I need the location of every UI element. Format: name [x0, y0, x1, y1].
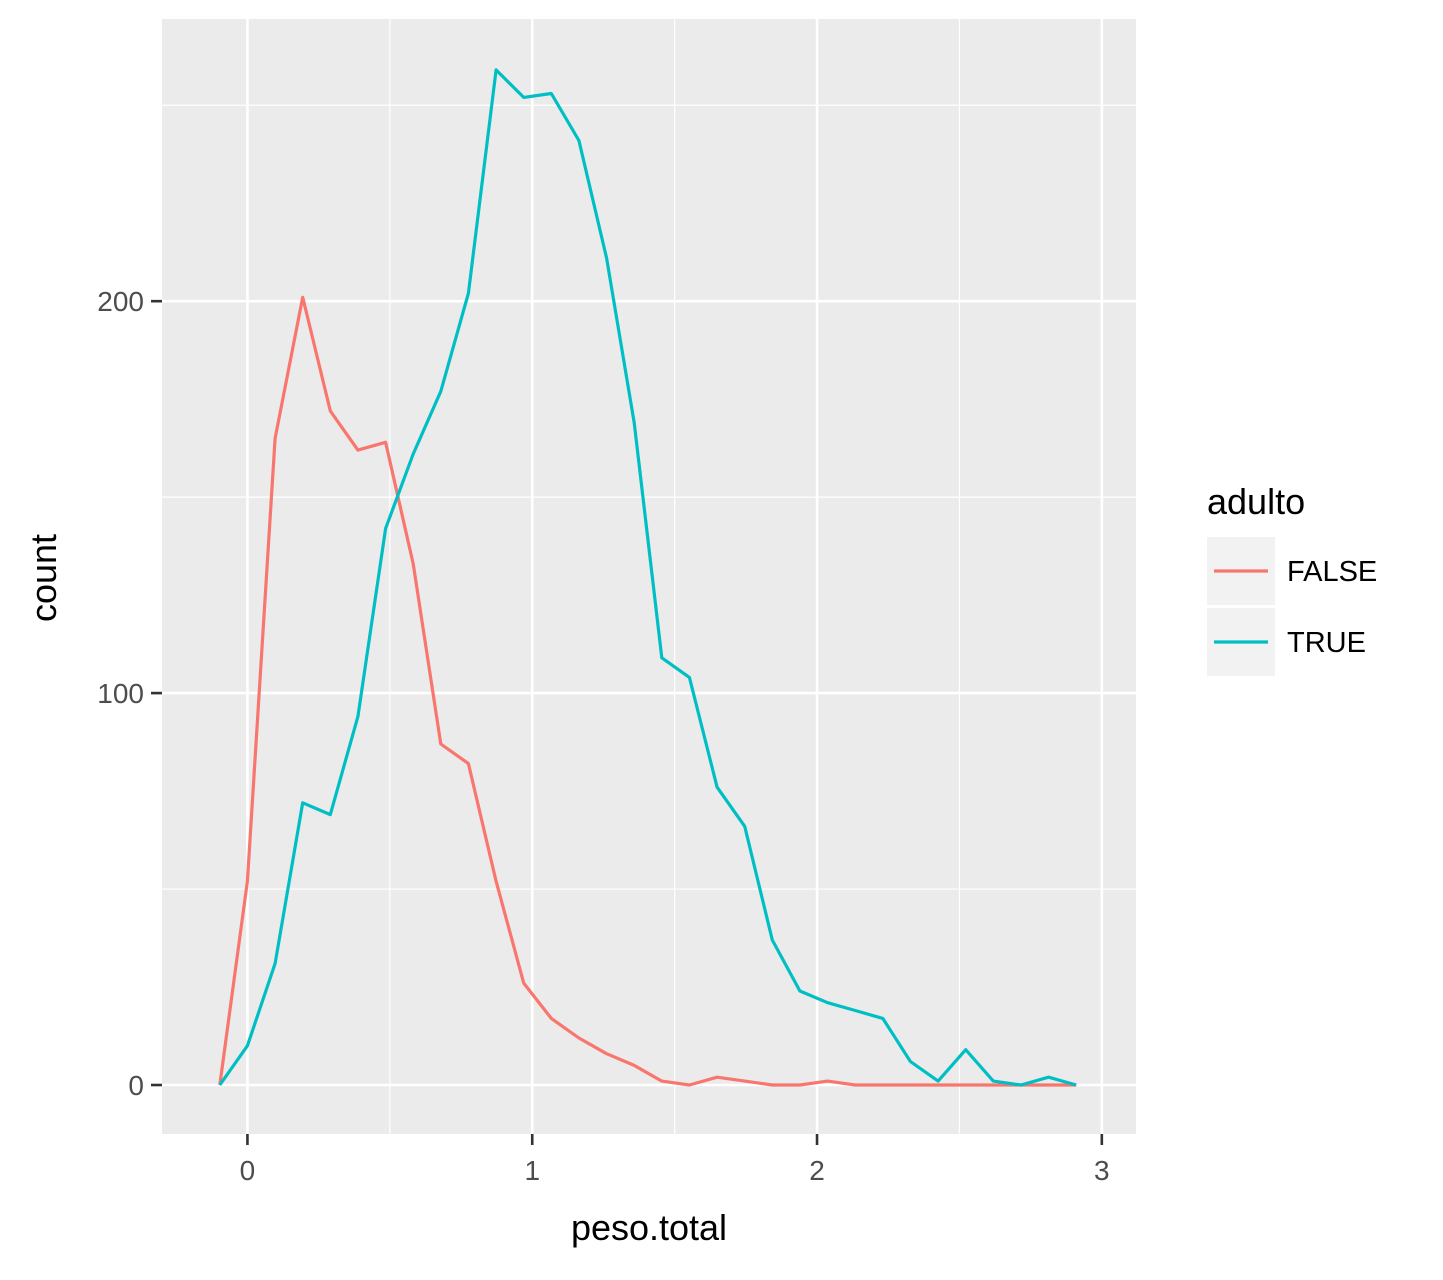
- legend-title: adulto: [1207, 481, 1305, 522]
- legend-label: FALSE: [1287, 556, 1377, 588]
- legend-item-true: TRUE: [1207, 608, 1366, 676]
- grid-minor: [162, 19, 1136, 1134]
- y-tick-label: 200: [97, 286, 144, 317]
- x-axis: 0 1 2 3: [240, 1134, 1110, 1186]
- x-tick-label: 2: [809, 1155, 825, 1186]
- plot-panel: [162, 19, 1136, 1134]
- y-tick-label: 0: [128, 1070, 144, 1101]
- y-axis-title: count: [23, 534, 64, 622]
- x-tick-label: 3: [1094, 1155, 1110, 1186]
- grid-major: [162, 19, 1136, 1134]
- series-lines: [218, 68, 1077, 1087]
- x-axis-title: peso.total: [571, 1207, 727, 1248]
- y-tick-label: 100: [97, 678, 144, 709]
- legend-keys: FALSE TRUE: [1207, 537, 1377, 676]
- y-axis: 0 100 200: [97, 286, 162, 1101]
- legend-label: TRUE: [1287, 627, 1366, 659]
- x-tick-label: 1: [524, 1155, 540, 1186]
- series-line-true: [218, 68, 1077, 1087]
- legend: adulto FALSE TRUE: [1207, 481, 1377, 676]
- x-tick-label: 0: [240, 1155, 256, 1186]
- legend-item-false: FALSE: [1207, 537, 1377, 605]
- series-line-false: [218, 295, 1077, 1087]
